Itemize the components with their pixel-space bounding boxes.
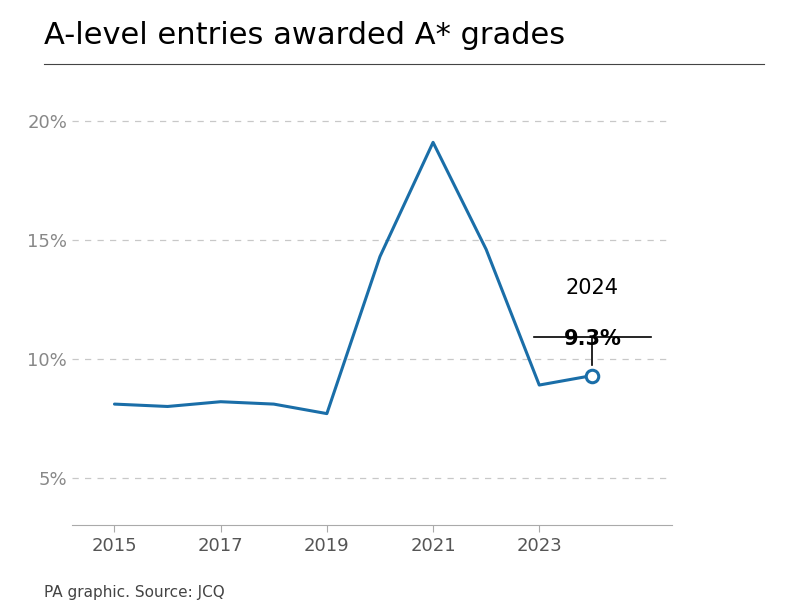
Text: 9.3%: 9.3% — [563, 329, 622, 349]
Text: A-level entries awarded A* grades: A-level entries awarded A* grades — [44, 21, 565, 50]
Text: PA graphic. Source: JCQ: PA graphic. Source: JCQ — [44, 585, 225, 600]
Text: 2024: 2024 — [566, 278, 619, 298]
